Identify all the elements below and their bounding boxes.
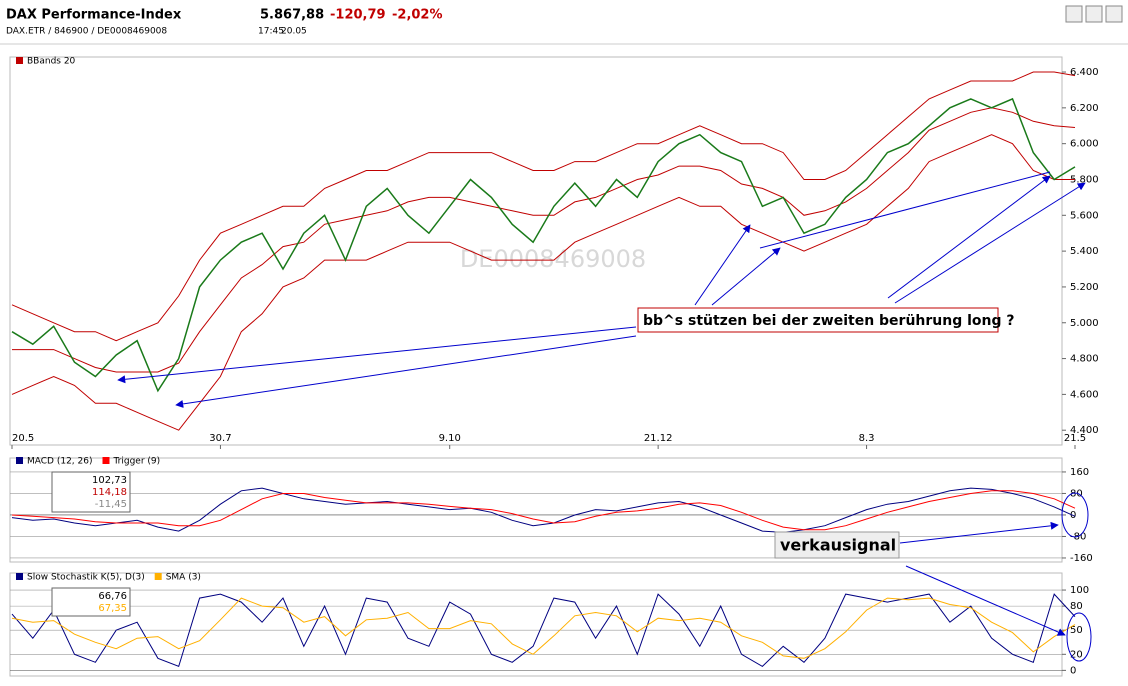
y-tick-label: 4.600 [1070, 389, 1099, 400]
chart-button[interactable] [1065, 5, 1083, 23]
y-tick-label: 0 [1070, 665, 1076, 676]
y-tick-label: 50 [1070, 625, 1083, 636]
legend-swatch [102, 457, 110, 464]
series-line [11, 134, 1075, 431]
y-tick-label: 4.800 [1070, 354, 1099, 365]
readout-box [51, 587, 131, 617]
legend-swatch [16, 57, 23, 64]
annotation: bb^s stützen bei der zweiten berührung l… [643, 313, 1015, 329]
legend-swatch [154, 573, 162, 580]
y-tick-label: 4.400 [1070, 425, 1099, 436]
toolbar [1065, 5, 1123, 23]
series-line [11, 593, 1076, 668]
macd-panel [9, 457, 1063, 563]
y-tick-label: 160 [1070, 467, 1089, 478]
readout-value: -11,45 [95, 499, 127, 510]
annotation: verkausignal [780, 536, 896, 555]
y-tick-label: 5.600 [1070, 210, 1099, 221]
change: -120,79 [330, 8, 386, 23]
y-tick-label: 6.400 [1070, 67, 1099, 78]
x-tick-label: 21.5 [1064, 433, 1086, 444]
dollar-button[interactable] [1105, 5, 1123, 23]
series-line [12, 107, 1076, 373]
legend-label: SMA (3) [166, 573, 201, 583]
x-tick-label: 9.10 [439, 433, 461, 444]
symbols: DAX.ETR / 846900 / DE0008469008 [6, 27, 167, 37]
legend-label: Slow Stochastik K(5), D(3) [27, 573, 145, 583]
readout-value: 66,76 [98, 591, 127, 602]
readout-value: 102,73 [92, 475, 127, 486]
legend-label: Trigger (9) [113, 457, 161, 467]
readout-value: 114,18 [92, 487, 127, 498]
y-tick-label: 80 [1070, 601, 1083, 612]
y-tick-label: 5.400 [1070, 246, 1099, 257]
annotation-box [637, 307, 999, 333]
y-tick-label: 100 [1070, 585, 1089, 596]
legend-swatch [16, 457, 23, 464]
readout-box [51, 471, 131, 513]
stoch-panel [9, 572, 1063, 677]
watermark: DE0008469008 [460, 245, 646, 273]
x-tick-label: 30.7 [209, 433, 231, 444]
x-tick-label: 21.12 [644, 433, 673, 444]
y-tick-label: -80 [1070, 531, 1086, 542]
x-tick-label: 20.5 [12, 433, 34, 444]
x-tick-label: 8.3 [859, 433, 875, 444]
series-line [11, 597, 1076, 659]
series-line [11, 487, 1076, 533]
price-line [11, 97, 1076, 393]
y-tick-label: 5.000 [1070, 318, 1099, 329]
y-tick-label: -160 [1070, 553, 1093, 564]
legend-swatch [16, 573, 23, 580]
series-line [11, 490, 1076, 531]
y-tick-label: 5.200 [1070, 282, 1099, 293]
last-price: 5.867,88 [260, 8, 324, 23]
legend-label: MACD (12, 26) [27, 457, 93, 467]
date: 20.05 [281, 27, 307, 37]
y-tick-label: 6.200 [1070, 103, 1099, 114]
annotation-box [774, 531, 900, 559]
readout-value: 67,35 [98, 603, 127, 614]
news-button[interactable] [1085, 5, 1103, 23]
y-tick-label: 6.000 [1070, 139, 1099, 150]
annotation-arrows [117, 171, 1092, 662]
y-tick-label: 80 [1070, 488, 1083, 499]
legend-label: BBands 20 [27, 57, 76, 67]
time: 17:45 [258, 27, 284, 37]
change-pct: -2,02% [392, 8, 443, 23]
y-tick-label: 20 [1070, 649, 1083, 660]
series-line [11, 71, 1076, 342]
title: DAX Performance-Index [6, 8, 182, 23]
y-tick-label: 5.800 [1070, 174, 1099, 185]
